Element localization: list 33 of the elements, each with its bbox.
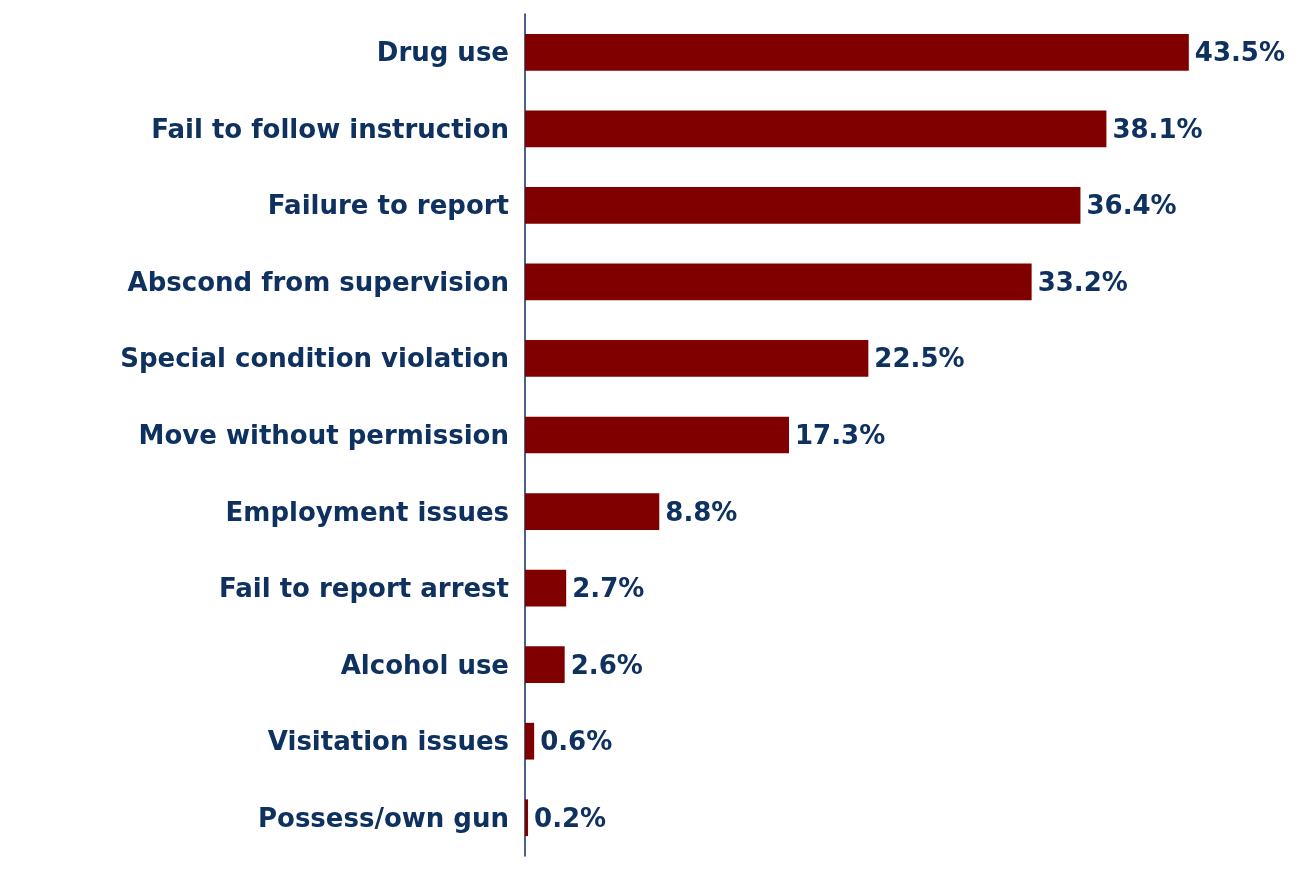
bar (525, 263, 1032, 301)
bar (525, 33, 1189, 71)
bar (525, 416, 789, 454)
data-label: 33.2% (1037, 266, 1128, 297)
data-label: 0.6% (540, 726, 613, 757)
data-label: 43.5% (1194, 37, 1286, 68)
data-label: 0.2% (534, 802, 607, 833)
bar (525, 493, 660, 530)
y-tick-label: Drug use (376, 37, 509, 68)
y-tick-label: Fail to follow instruction (151, 113, 509, 144)
y-tick-label: Possess/own gun (257, 802, 509, 833)
bar (525, 340, 869, 377)
data-label: 17.3% (795, 420, 886, 450)
y-tick-label: Employment issues (225, 496, 509, 527)
bar (525, 646, 565, 684)
y-tick-label: Fail to report arrest (219, 573, 509, 604)
data-label: 2.6% (570, 649, 643, 680)
y-tick-label: Move without permission (138, 420, 509, 450)
bar (525, 569, 567, 607)
y-tick-label: Visitation issues (267, 726, 509, 757)
data-label: 38.1% (1112, 113, 1203, 144)
bar (525, 722, 535, 760)
data-label: 2.7% (572, 573, 645, 604)
y-tick-label: Failure to report (267, 190, 509, 221)
data-label: 36.4% (1086, 190, 1177, 221)
data-label: 8.8% (665, 496, 738, 527)
y-tick-label: Alcohol use (340, 649, 509, 680)
bar (525, 799, 529, 837)
y-tick-label: Special condition violation (120, 343, 509, 374)
data-label: 22.5% (874, 343, 965, 374)
bar (525, 110, 1107, 148)
bar (525, 186, 1081, 224)
y-tick-label: Abscond from supervision (127, 266, 509, 297)
